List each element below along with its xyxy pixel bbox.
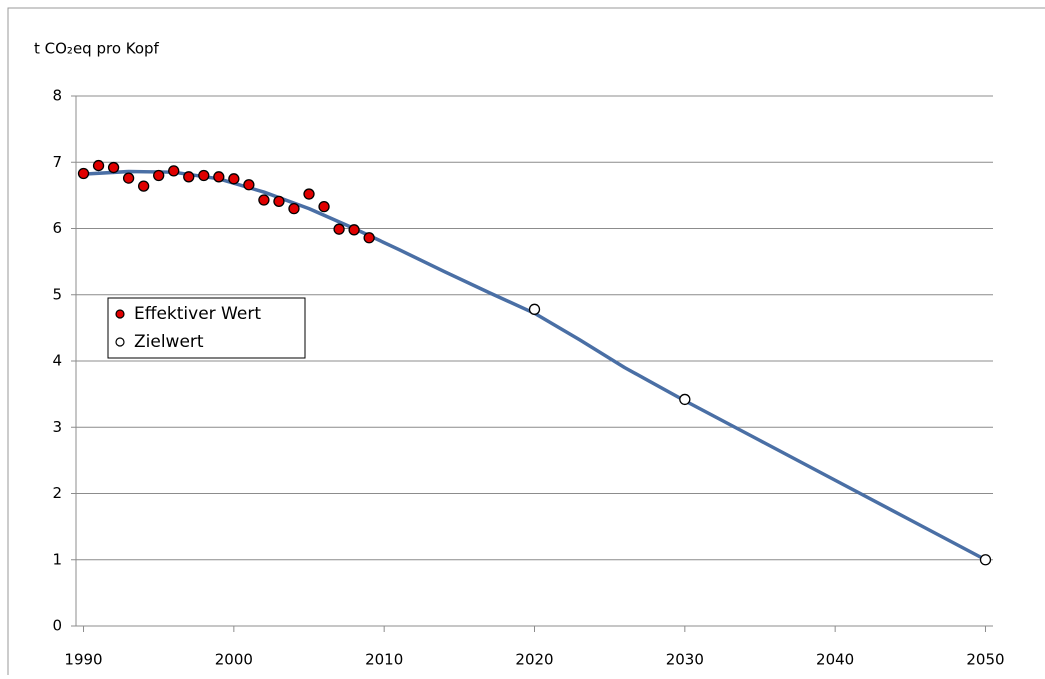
- x-tick-label: 2010: [365, 651, 403, 669]
- data-point: [107, 161, 120, 174]
- y-tick-label: 3: [52, 418, 62, 436]
- data-point: [303, 188, 315, 200]
- data-point: [363, 232, 375, 244]
- data-point: [92, 159, 105, 172]
- legend-marker: [115, 337, 125, 347]
- data-point: [198, 169, 210, 182]
- data-point: [679, 393, 691, 406]
- x-tick-label: 2050: [966, 651, 1004, 669]
- y-tick-label: 4: [52, 352, 62, 370]
- x-tick-label: 2020: [515, 651, 553, 669]
- x-tick-label: 2030: [666, 651, 704, 669]
- data-point: [228, 173, 240, 185]
- data-point: [168, 165, 180, 177]
- y-tick-label: 1: [52, 550, 62, 568]
- data-point: [258, 194, 270, 206]
- data-point: [243, 179, 255, 191]
- data-point: [153, 169, 165, 182]
- x-tick-label: 2000: [215, 651, 253, 669]
- data-point: [288, 202, 300, 215]
- x-tick-label: 1990: [64, 651, 102, 669]
- data-point: [333, 223, 345, 235]
- data-point: [77, 167, 90, 180]
- y-tick-label: 7: [52, 153, 62, 171]
- legend-box: [107, 297, 306, 359]
- data-point: [318, 200, 330, 213]
- y-tick-label: 0: [52, 617, 62, 635]
- y-tick-label: 2: [52, 484, 62, 502]
- data-point: [528, 303, 541, 315]
- legend-marker: [115, 309, 125, 319]
- data-point: [213, 171, 225, 183]
- y-tick-label: 6: [52, 219, 62, 237]
- data-point: [273, 195, 285, 207]
- legend-label: Effektiver Wert: [134, 304, 261, 324]
- trend-line: [83, 169, 987, 562]
- y-axis-title: t CO₂eq pro Kopf: [34, 40, 160, 58]
- data-point: [122, 172, 135, 184]
- data-point: [137, 180, 150, 192]
- x-tick-label: 2040: [816, 651, 854, 669]
- legend-label: Zielwert: [134, 332, 204, 352]
- data-point: [979, 554, 992, 566]
- y-tick-label: 5: [52, 285, 62, 303]
- data-point: [183, 171, 195, 183]
- y-tick-label: 8: [52, 87, 62, 105]
- data-point: [348, 224, 360, 236]
